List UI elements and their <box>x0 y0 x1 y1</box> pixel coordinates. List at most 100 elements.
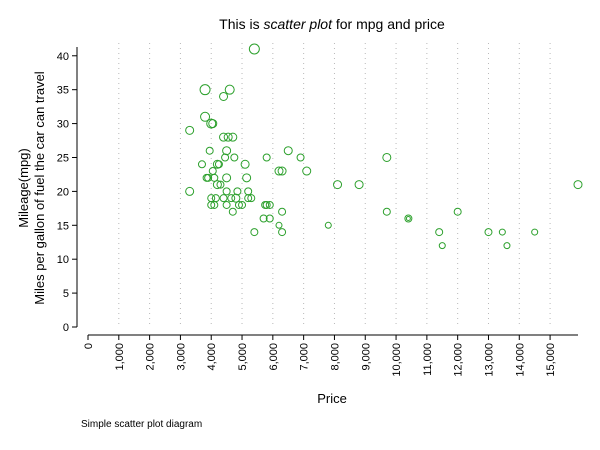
scatter-point <box>219 194 228 203</box>
scatter-point <box>242 173 252 183</box>
y-tick-label: 35 <box>57 85 69 97</box>
scatter-point <box>405 216 411 222</box>
x-tick-label: 6,000 <box>268 343 280 371</box>
scatter-point <box>277 166 287 176</box>
chart-title-part: scatter plot <box>264 16 334 32</box>
scatter-point <box>222 200 231 209</box>
scatter-point <box>221 153 230 162</box>
x-tick-label: 11,000 <box>422 343 434 376</box>
scatter-point <box>222 187 231 196</box>
scatter-point <box>262 200 271 209</box>
scatter-point <box>247 194 256 203</box>
x-tick-label: 1,000 <box>114 343 126 371</box>
scatter-point <box>278 228 287 237</box>
scatter-point <box>199 84 211 96</box>
chart-title-part: for mpg and price <box>332 16 445 32</box>
scatter-point <box>212 159 222 169</box>
x-tick-label: 15,000 <box>545 343 557 377</box>
scatter-point <box>208 119 218 129</box>
scatter-point <box>333 180 343 190</box>
x-tick-label: 10,000 <box>391 343 403 377</box>
chart-title-part: This is <box>219 16 263 32</box>
scatter-point <box>531 228 539 236</box>
scatter-point <box>296 153 305 162</box>
y-tick-label: 0 <box>63 322 69 334</box>
chart-note: Simple scatter plot diagram <box>81 419 202 430</box>
scatter-point <box>262 153 271 162</box>
x-tick-label: 7,000 <box>299 343 311 371</box>
scatter-point <box>200 111 211 122</box>
x-tick-label: 9,000 <box>360 343 372 371</box>
scatter-point <box>228 207 237 216</box>
x-tick-label: 3,000 <box>175 343 187 371</box>
scatter-point <box>275 221 283 229</box>
scatter-point <box>250 228 259 237</box>
scatter-point <box>228 132 238 142</box>
scatter-point <box>205 146 214 155</box>
scatter-point <box>222 173 232 183</box>
scatter-point <box>265 200 274 209</box>
scatter-point <box>382 152 392 162</box>
y-axis-label-line: Miles per gallon of fuel the car can tra… <box>32 71 47 305</box>
x-tick-label: 0 <box>83 343 95 349</box>
y-tick-label: 15 <box>57 220 69 232</box>
x-tick-label: 2,000 <box>145 343 157 371</box>
axes: 0 5 10 15 20 25 30 35 40 0 1,000 2,000 3,000 4,000 5,0… <box>57 47 578 377</box>
y-tick-label: 10 <box>57 254 69 266</box>
scatter-point <box>274 166 284 176</box>
scatter-point <box>265 214 274 223</box>
x-tick-label: 12,000 <box>453 343 465 377</box>
y-tick-label: 40 <box>57 51 69 63</box>
x-tick-label: 13,000 <box>483 343 495 377</box>
scatter-point <box>453 207 462 216</box>
scatter-point <box>210 200 219 209</box>
scatter-point <box>503 242 511 250</box>
scatter-point <box>573 180 583 190</box>
chart-title: This is scatter plot for mpg and price <box>219 16 445 32</box>
y-tick-label: 20 <box>57 186 69 198</box>
scatter-point <box>185 125 195 135</box>
scatter-point <box>259 214 268 223</box>
scatter-point <box>302 166 312 176</box>
x-tick-label: 8,000 <box>329 343 341 371</box>
scatter-point <box>404 214 413 223</box>
y-axis-label: Mileage(mpg) Miles per gallon of fuel the… <box>16 71 47 305</box>
scatter-point <box>278 207 287 216</box>
scatter-point <box>204 173 213 182</box>
scatter-point <box>435 228 444 237</box>
scatter-point <box>206 118 217 129</box>
scatter-point <box>354 180 364 190</box>
scatter-point <box>227 194 236 203</box>
scatter-point <box>382 207 391 216</box>
y-tick-label: 30 <box>57 119 69 131</box>
scatter-point <box>214 160 223 169</box>
scatter-point <box>248 43 260 55</box>
y-axis-label-line: Mileage(mpg) <box>16 148 31 227</box>
x-tick-label: 5,000 <box>237 343 249 371</box>
x-tick-label: 4,000 <box>206 343 218 371</box>
scatter-point <box>234 200 243 209</box>
scatter-point <box>230 153 239 162</box>
scatter-point <box>498 228 506 236</box>
scatter-point <box>207 200 216 209</box>
scatter-point <box>223 132 233 142</box>
scatter-point <box>219 132 229 142</box>
scatter-point <box>212 180 222 190</box>
x-tick-label: 14,000 <box>514 343 526 377</box>
scatter-point <box>238 200 247 209</box>
scatter-point <box>224 84 235 95</box>
x-axis-label: Price <box>317 391 347 406</box>
scatter-point <box>185 186 195 196</box>
y-tick-label: 25 <box>57 152 69 164</box>
scatter-point <box>240 159 250 169</box>
scatter-point <box>231 193 241 203</box>
scatter-point <box>283 146 293 156</box>
scatter-point <box>324 221 332 229</box>
scatter-point <box>210 173 219 182</box>
scatter-point <box>219 91 229 101</box>
scatter-point <box>484 228 493 237</box>
data-points <box>185 43 583 250</box>
scatter-point <box>197 160 206 169</box>
